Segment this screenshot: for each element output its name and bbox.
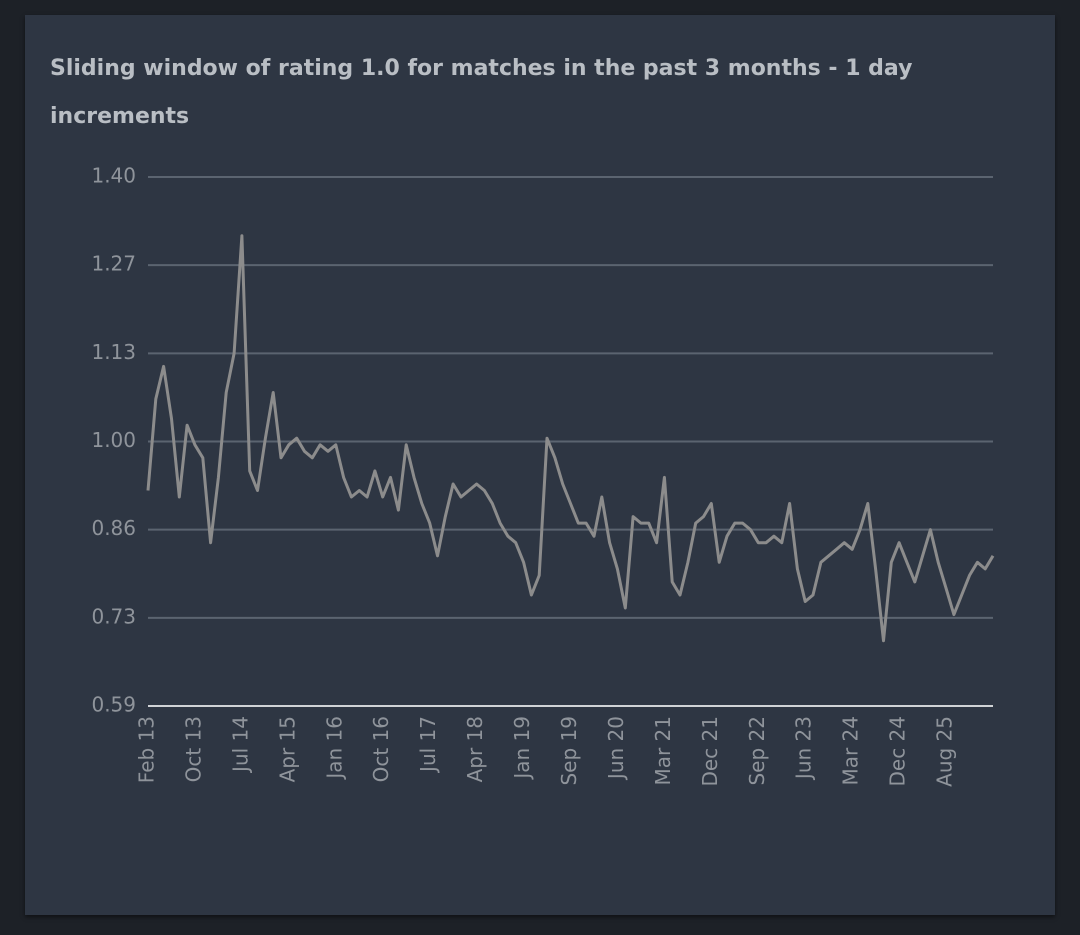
x-tick-label: Mar 24 bbox=[839, 716, 863, 786]
x-tick-label: Jul 14 bbox=[228, 716, 252, 774]
y-tick-label: 0.59 bbox=[91, 693, 136, 717]
y-tick-label: 1.40 bbox=[91, 164, 136, 188]
x-tick-label: Mar 21 bbox=[651, 716, 675, 786]
y-tick-label: 1.13 bbox=[91, 340, 136, 364]
x-tick-label: Jul 17 bbox=[416, 716, 440, 774]
x-tick-label: Oct 13 bbox=[181, 716, 205, 782]
x-tick-label: Dec 24 bbox=[886, 716, 910, 787]
x-tick-label: Jan 16 bbox=[322, 716, 346, 781]
x-tick-label: Apr 15 bbox=[275, 716, 299, 782]
x-tick-label: Aug 25 bbox=[933, 716, 957, 787]
x-tick-label: Oct 16 bbox=[369, 716, 393, 782]
y-tick-label: 0.73 bbox=[91, 604, 136, 628]
chart-card: Sliding window of rating 1.0 for matches… bbox=[25, 15, 1055, 915]
x-tick-label: Jun 20 bbox=[604, 716, 628, 781]
x-tick-label: Sep 22 bbox=[745, 716, 769, 786]
x-tick-label: Jan 19 bbox=[510, 716, 534, 781]
x-tick-label: Dec 21 bbox=[698, 716, 722, 787]
x-tick-label: Sep 19 bbox=[557, 716, 581, 786]
y-tick-label: 1.27 bbox=[91, 252, 136, 276]
chart-title: Sliding window of rating 1.0 for matches… bbox=[50, 56, 913, 129]
y-tick-label: 1.00 bbox=[91, 428, 136, 452]
x-tick-label: Jun 23 bbox=[792, 716, 816, 781]
x-tick-label: Feb 13 bbox=[135, 716, 159, 783]
x-tick-label: Apr 18 bbox=[463, 716, 487, 782]
y-tick-label: 0.86 bbox=[91, 516, 136, 540]
rating-line bbox=[146, 234, 995, 643]
